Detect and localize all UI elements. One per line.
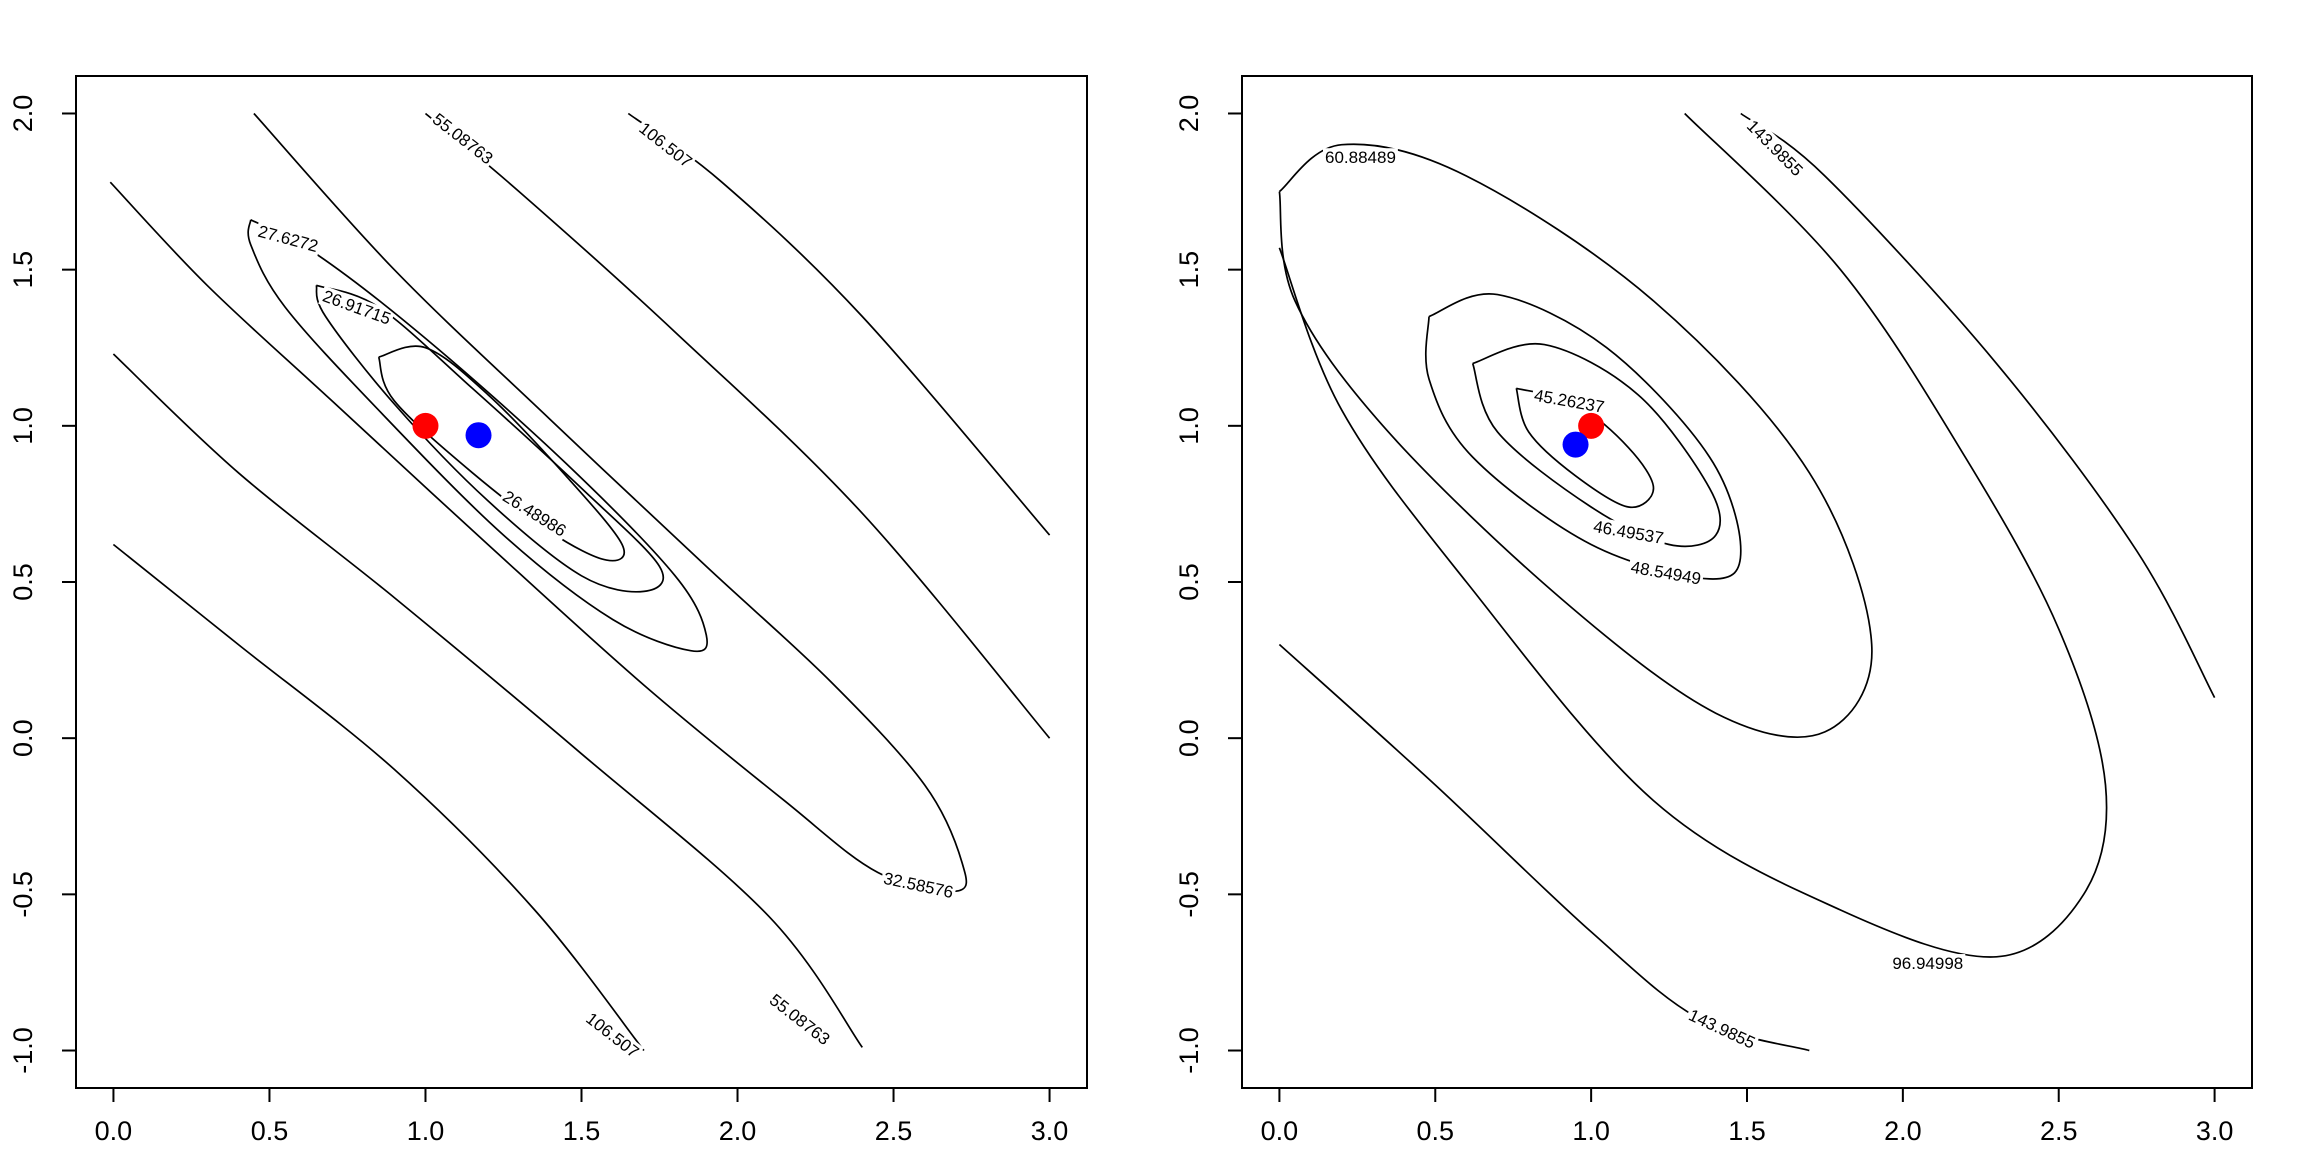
contour-line bbox=[1278, 112, 2108, 958]
contour-label-background bbox=[580, 1007, 645, 1063]
contour-label: 48.54949 bbox=[1629, 558, 1702, 589]
contour-label: 55.08763 bbox=[429, 110, 497, 169]
y-tick-label: -0.5 bbox=[1174, 871, 1204, 918]
y-tick-label: 0.0 bbox=[8, 719, 38, 757]
contour-label: 55.08763 bbox=[766, 990, 834, 1049]
x-tick-label: 0.5 bbox=[251, 1116, 289, 1146]
contour-label-background bbox=[253, 221, 323, 257]
x-tick-label: 1.0 bbox=[407, 1116, 445, 1146]
contour-line bbox=[1278, 643, 1810, 1052]
y-tick-label: 0.0 bbox=[1174, 719, 1204, 757]
x-tick-label: 2.5 bbox=[875, 1116, 913, 1146]
contour-line bbox=[112, 353, 863, 1048]
contour-label: 96.94998 bbox=[1892, 954, 1963, 973]
y-tick-label: 2.0 bbox=[1174, 95, 1204, 133]
y-tick-label: 1.0 bbox=[8, 407, 38, 445]
x-tick-label: 1.5 bbox=[1728, 1116, 1766, 1146]
contour-label: 46.49537 bbox=[1592, 517, 1665, 548]
contour-line bbox=[1740, 112, 2216, 698]
contour-label-background bbox=[1741, 114, 1808, 182]
contour-label: 27.6272 bbox=[256, 222, 320, 256]
contour-label: 143.9855 bbox=[1743, 116, 1807, 180]
contour-label-background bbox=[1683, 1004, 1760, 1054]
x-tick-label: 2.0 bbox=[1884, 1116, 1922, 1146]
plot-frame bbox=[1241, 75, 2253, 1089]
contour-label-background bbox=[318, 285, 396, 330]
y-tick-label: 0.5 bbox=[1174, 563, 1204, 601]
contour-line bbox=[1278, 143, 1873, 738]
x-tick-label: 0.0 bbox=[95, 1116, 133, 1146]
contour-line bbox=[247, 218, 709, 653]
y-tick-label: 1.0 bbox=[1174, 407, 1204, 445]
x-tick-label: 1.0 bbox=[1572, 1116, 1610, 1146]
x-tick-label: 0.5 bbox=[1416, 1116, 1454, 1146]
x-tick-label: 3.0 bbox=[1031, 1116, 1069, 1146]
x-tick-label: 2.5 bbox=[2040, 1116, 2078, 1146]
x-tick-label: 2.0 bbox=[719, 1116, 757, 1146]
contour-line bbox=[315, 284, 665, 593]
contour-label: 143.9855 bbox=[1686, 1006, 1758, 1053]
y-tick-label: -1.0 bbox=[1174, 1027, 1204, 1074]
contour-label: 26.91715 bbox=[320, 287, 393, 329]
contour-line bbox=[109, 112, 968, 893]
y-tick-label: -1.0 bbox=[8, 1027, 38, 1074]
data-point bbox=[412, 412, 439, 439]
contour-label: 45.26237 bbox=[1533, 386, 1606, 417]
contour-line bbox=[1424, 293, 1742, 580]
x-tick-label: 0.0 bbox=[1261, 1116, 1299, 1146]
contour-plot-right: 0.0 0.5 1.0 1.5 2.0 2.5 3.0 -1.0 -0.5 0.0 0.5 1.0 1.… bbox=[1174, 75, 2253, 1146]
y-tick-label: 1.5 bbox=[1174, 251, 1204, 289]
contour-line bbox=[377, 345, 626, 562]
contour-label-background bbox=[427, 108, 498, 170]
contour-label: 106.507 bbox=[635, 119, 695, 172]
contour-label: 32.58576 bbox=[882, 869, 955, 902]
contour-label-background bbox=[497, 485, 572, 542]
contour-label-background bbox=[764, 989, 835, 1051]
data-point bbox=[1578, 412, 1605, 439]
x-tick-label: 1.5 bbox=[563, 1116, 601, 1146]
contour-line bbox=[112, 543, 645, 1052]
y-tick-label: 0.5 bbox=[8, 563, 38, 601]
contour-label-background bbox=[1627, 557, 1705, 589]
data-point bbox=[465, 422, 492, 449]
contour-label-background bbox=[879, 868, 958, 903]
contour-line bbox=[1471, 342, 1722, 548]
contour-label-background bbox=[633, 117, 698, 173]
contour-label-background bbox=[1323, 148, 1398, 168]
data-point bbox=[1562, 431, 1589, 458]
contour-label-background bbox=[1589, 516, 1667, 549]
contour-plot-left: 0.0 0.5 1.0 1.5 2.0 2.5 3.0 -1.0 -0.5 0.0 0.5 1.0 1.… bbox=[8, 75, 1088, 1146]
x-tick-label: 3.0 bbox=[2196, 1116, 2234, 1146]
plot-frame bbox=[75, 75, 1088, 1089]
contour-label-background bbox=[1530, 385, 1608, 418]
contour-label: 26.48986 bbox=[499, 487, 569, 541]
y-tick-label: 2.0 bbox=[8, 95, 38, 133]
y-tick-label: 1.5 bbox=[8, 251, 38, 289]
contour-line bbox=[424, 112, 1051, 739]
contour-label: 60.88489 bbox=[1325, 148, 1396, 167]
contour-label-background bbox=[1890, 954, 1966, 974]
y-tick-label: -0.5 bbox=[8, 871, 38, 918]
contour-line bbox=[627, 112, 1051, 536]
